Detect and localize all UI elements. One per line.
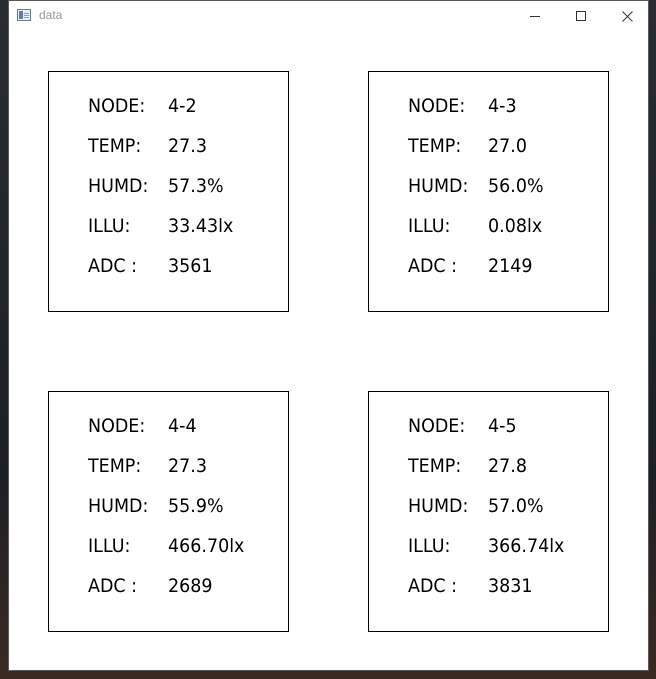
humd-value: 55.9% [168,495,224,517]
adc-label: ADC : [88,575,138,597]
humd-value: 57.0% [488,495,544,517]
adc-value: 2149 [488,255,533,277]
node-label: NODE: [88,415,146,437]
close-icon [621,10,633,22]
node-card: NODE: 4-4 TEMP: 27.3 HUMD: 55.9% ILLU: 4… [48,391,289,632]
node-value: 4-2 [168,95,197,117]
node-value: 4-5 [488,415,517,437]
adc-label: ADC : [88,255,138,277]
illu-value: 33.43lx [168,215,234,237]
temp-value: 27.3 [168,135,207,157]
adc-label: ADC : [408,575,458,597]
temp-value: 27.3 [168,455,207,477]
humd-label: HUMD: [88,495,149,517]
close-button[interactable] [604,1,650,31]
illu-value: 0.08lx [488,215,543,237]
temp-label: TEMP: [408,135,462,157]
adc-value: 3831 [488,575,533,597]
maximize-icon [576,11,586,21]
humd-value: 57.3% [168,175,224,197]
temp-value: 27.8 [488,455,527,477]
adc-value: 2689 [168,575,213,597]
minimize-button[interactable] [512,1,558,31]
node-label: NODE: [408,95,466,117]
illu-value: 466.70lx [168,535,245,557]
app-icon [17,9,31,21]
illu-value: 366.74lx [488,535,565,557]
illu-label: ILLU: [88,535,131,557]
temp-label: TEMP: [88,135,142,157]
node-label: NODE: [408,415,466,437]
window-title: data [39,8,63,22]
humd-label: HUMD: [408,495,469,517]
app-window: data NODE: 4-2 TEMP: 27.3 [8,0,649,671]
humd-label: HUMD: [88,175,149,197]
maximize-button[interactable] [558,1,604,31]
node-card: NODE: 4-5 TEMP: 27.8 HUMD: 57.0% ILLU: 3… [368,391,609,632]
humd-value: 56.0% [488,175,544,197]
temp-label: TEMP: [408,455,462,477]
node-card: NODE: 4-3 TEMP: 27.0 HUMD: 56.0% ILLU: 0… [368,71,609,312]
temp-label: TEMP: [88,455,142,477]
adc-label: ADC : [408,255,458,277]
node-value: 4-3 [488,95,517,117]
illu-label: ILLU: [408,535,451,557]
temp-value: 27.0 [488,135,527,157]
node-value: 4-4 [168,415,197,437]
illu-label: ILLU: [88,215,131,237]
illu-label: ILLU: [408,215,451,237]
title-bar[interactable]: data [9,1,648,31]
minimize-icon [530,16,540,17]
humd-label: HUMD: [408,175,469,197]
node-card: NODE: 4-2 TEMP: 27.3 HUMD: 57.3% ILLU: 3… [48,71,289,312]
node-label: NODE: [88,95,146,117]
adc-value: 3561 [168,255,213,277]
